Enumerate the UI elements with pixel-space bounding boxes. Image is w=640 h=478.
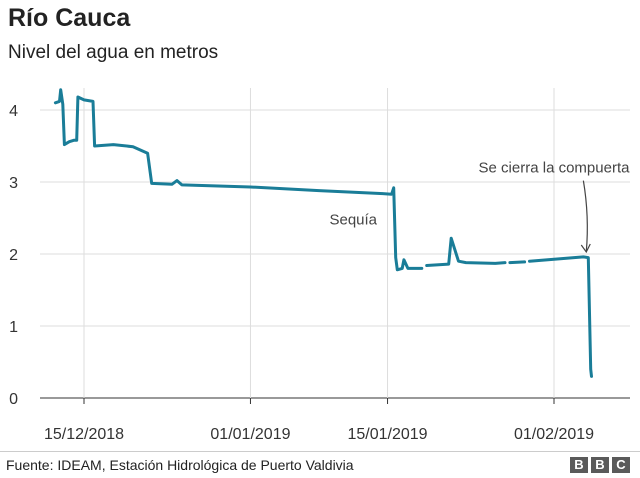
x-tick-label: 01/02/2019	[514, 426, 594, 443]
annotation-label: Se cierra la compuerta	[479, 160, 631, 177]
y-tick-label: 2	[9, 247, 18, 264]
annotation-label: Sequía	[329, 211, 377, 228]
bbc-logo-letter-b2: B	[591, 457, 609, 473]
y-tick-label: 0	[9, 391, 18, 408]
bbc-logo: B B C	[570, 457, 630, 473]
series-line	[425, 236, 507, 267]
grid	[40, 88, 630, 399]
x-tick-label: 15/12/2018	[44, 426, 124, 443]
footer-divider	[0, 451, 640, 452]
series-line	[53, 88, 424, 272]
bbc-logo-letter-b1: B	[570, 457, 588, 473]
source-text: Fuente: IDEAM, Estación Hidrológica de P…	[6, 457, 354, 473]
y-tick-label: 1	[9, 319, 18, 336]
annotations: Sequía Se cierra la compuerta	[329, 160, 631, 254]
chart-title: Río Cauca	[8, 4, 131, 32]
x-tick-label: 01/01/2019	[210, 426, 290, 443]
chart-subtitle: Nivel del agua en metros	[8, 42, 219, 63]
water-level-chart: 0 1 2 3 4 15/12/2018 01/01/2019 15/01/2019 01/02…	[9, 88, 631, 443]
x-tick-label: 15/01/2019	[348, 426, 428, 443]
axes: 0 1 2 3 4 15/12/2018 01/01/2019 15/01/2019 01/02…	[9, 103, 594, 443]
y-tick-label: 3	[9, 175, 18, 192]
bbc-logo-letter-c: C	[612, 457, 630, 473]
series-layer	[53, 88, 593, 378]
y-tick-label: 4	[9, 103, 18, 120]
annotation-arrow	[582, 180, 588, 253]
series-line	[528, 255, 593, 378]
annotation-arrowhead	[580, 243, 591, 254]
series-line	[508, 260, 527, 265]
